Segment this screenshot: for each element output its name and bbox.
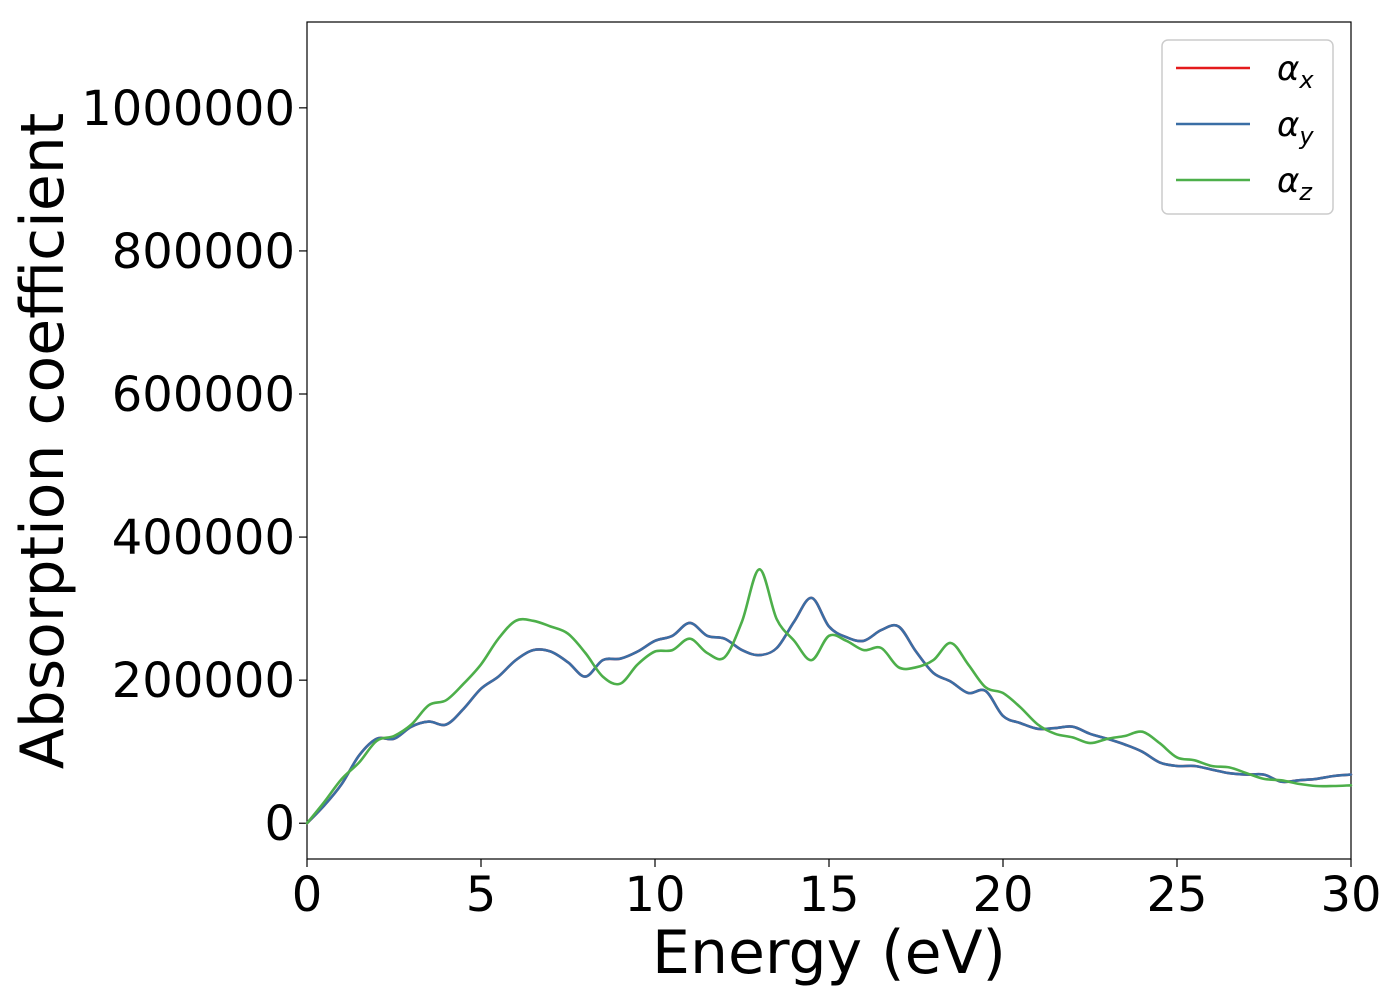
legend-box (1161, 39, 1334, 215)
x-axis-ticks: 0 5 10 15 20 25 30 (292, 859, 1382, 923)
legend-label: αy (1277, 105, 1314, 150)
legend-label-base: α (1277, 49, 1299, 89)
legend-label: αz (1277, 161, 1313, 206)
legend-label-base: α (1277, 105, 1299, 145)
y-tick-label: 400000 (112, 510, 295, 566)
y-tick-label: 200000 (112, 653, 295, 709)
legend-label-subscript: x (1298, 66, 1314, 94)
y-tick-label: 1000000 (81, 81, 295, 137)
y-tick-label: 0 (264, 796, 295, 852)
legend-label-base: α (1277, 161, 1299, 201)
y-tick-label: 600000 (112, 367, 295, 423)
legend-label-subscript: y (1298, 122, 1314, 150)
y-tick-label: 800000 (112, 224, 295, 280)
legend-label: αx (1277, 49, 1314, 94)
x-tick-label: 5 (466, 867, 497, 923)
x-tick-label: 0 (292, 867, 323, 923)
y-axis-ticks: 0 200000 400000 600000 800000 1000000 (81, 81, 307, 852)
series-lines (305, 567, 1353, 825)
y-axis-label: Absorption coefficient (8, 113, 78, 770)
legend-label-subscript: z (1298, 178, 1313, 206)
x-tick-label: 30 (1320, 867, 1381, 923)
x-axis-label: Energy (eV) (652, 918, 1006, 988)
series-line-y (305, 596, 1353, 825)
x-tick-label: 10 (624, 867, 685, 923)
x-tick-label: 25 (1146, 867, 1207, 923)
x-tick-label: 15 (798, 867, 859, 923)
x-tick-label: 20 (972, 867, 1033, 923)
series-line-z (305, 567, 1353, 825)
